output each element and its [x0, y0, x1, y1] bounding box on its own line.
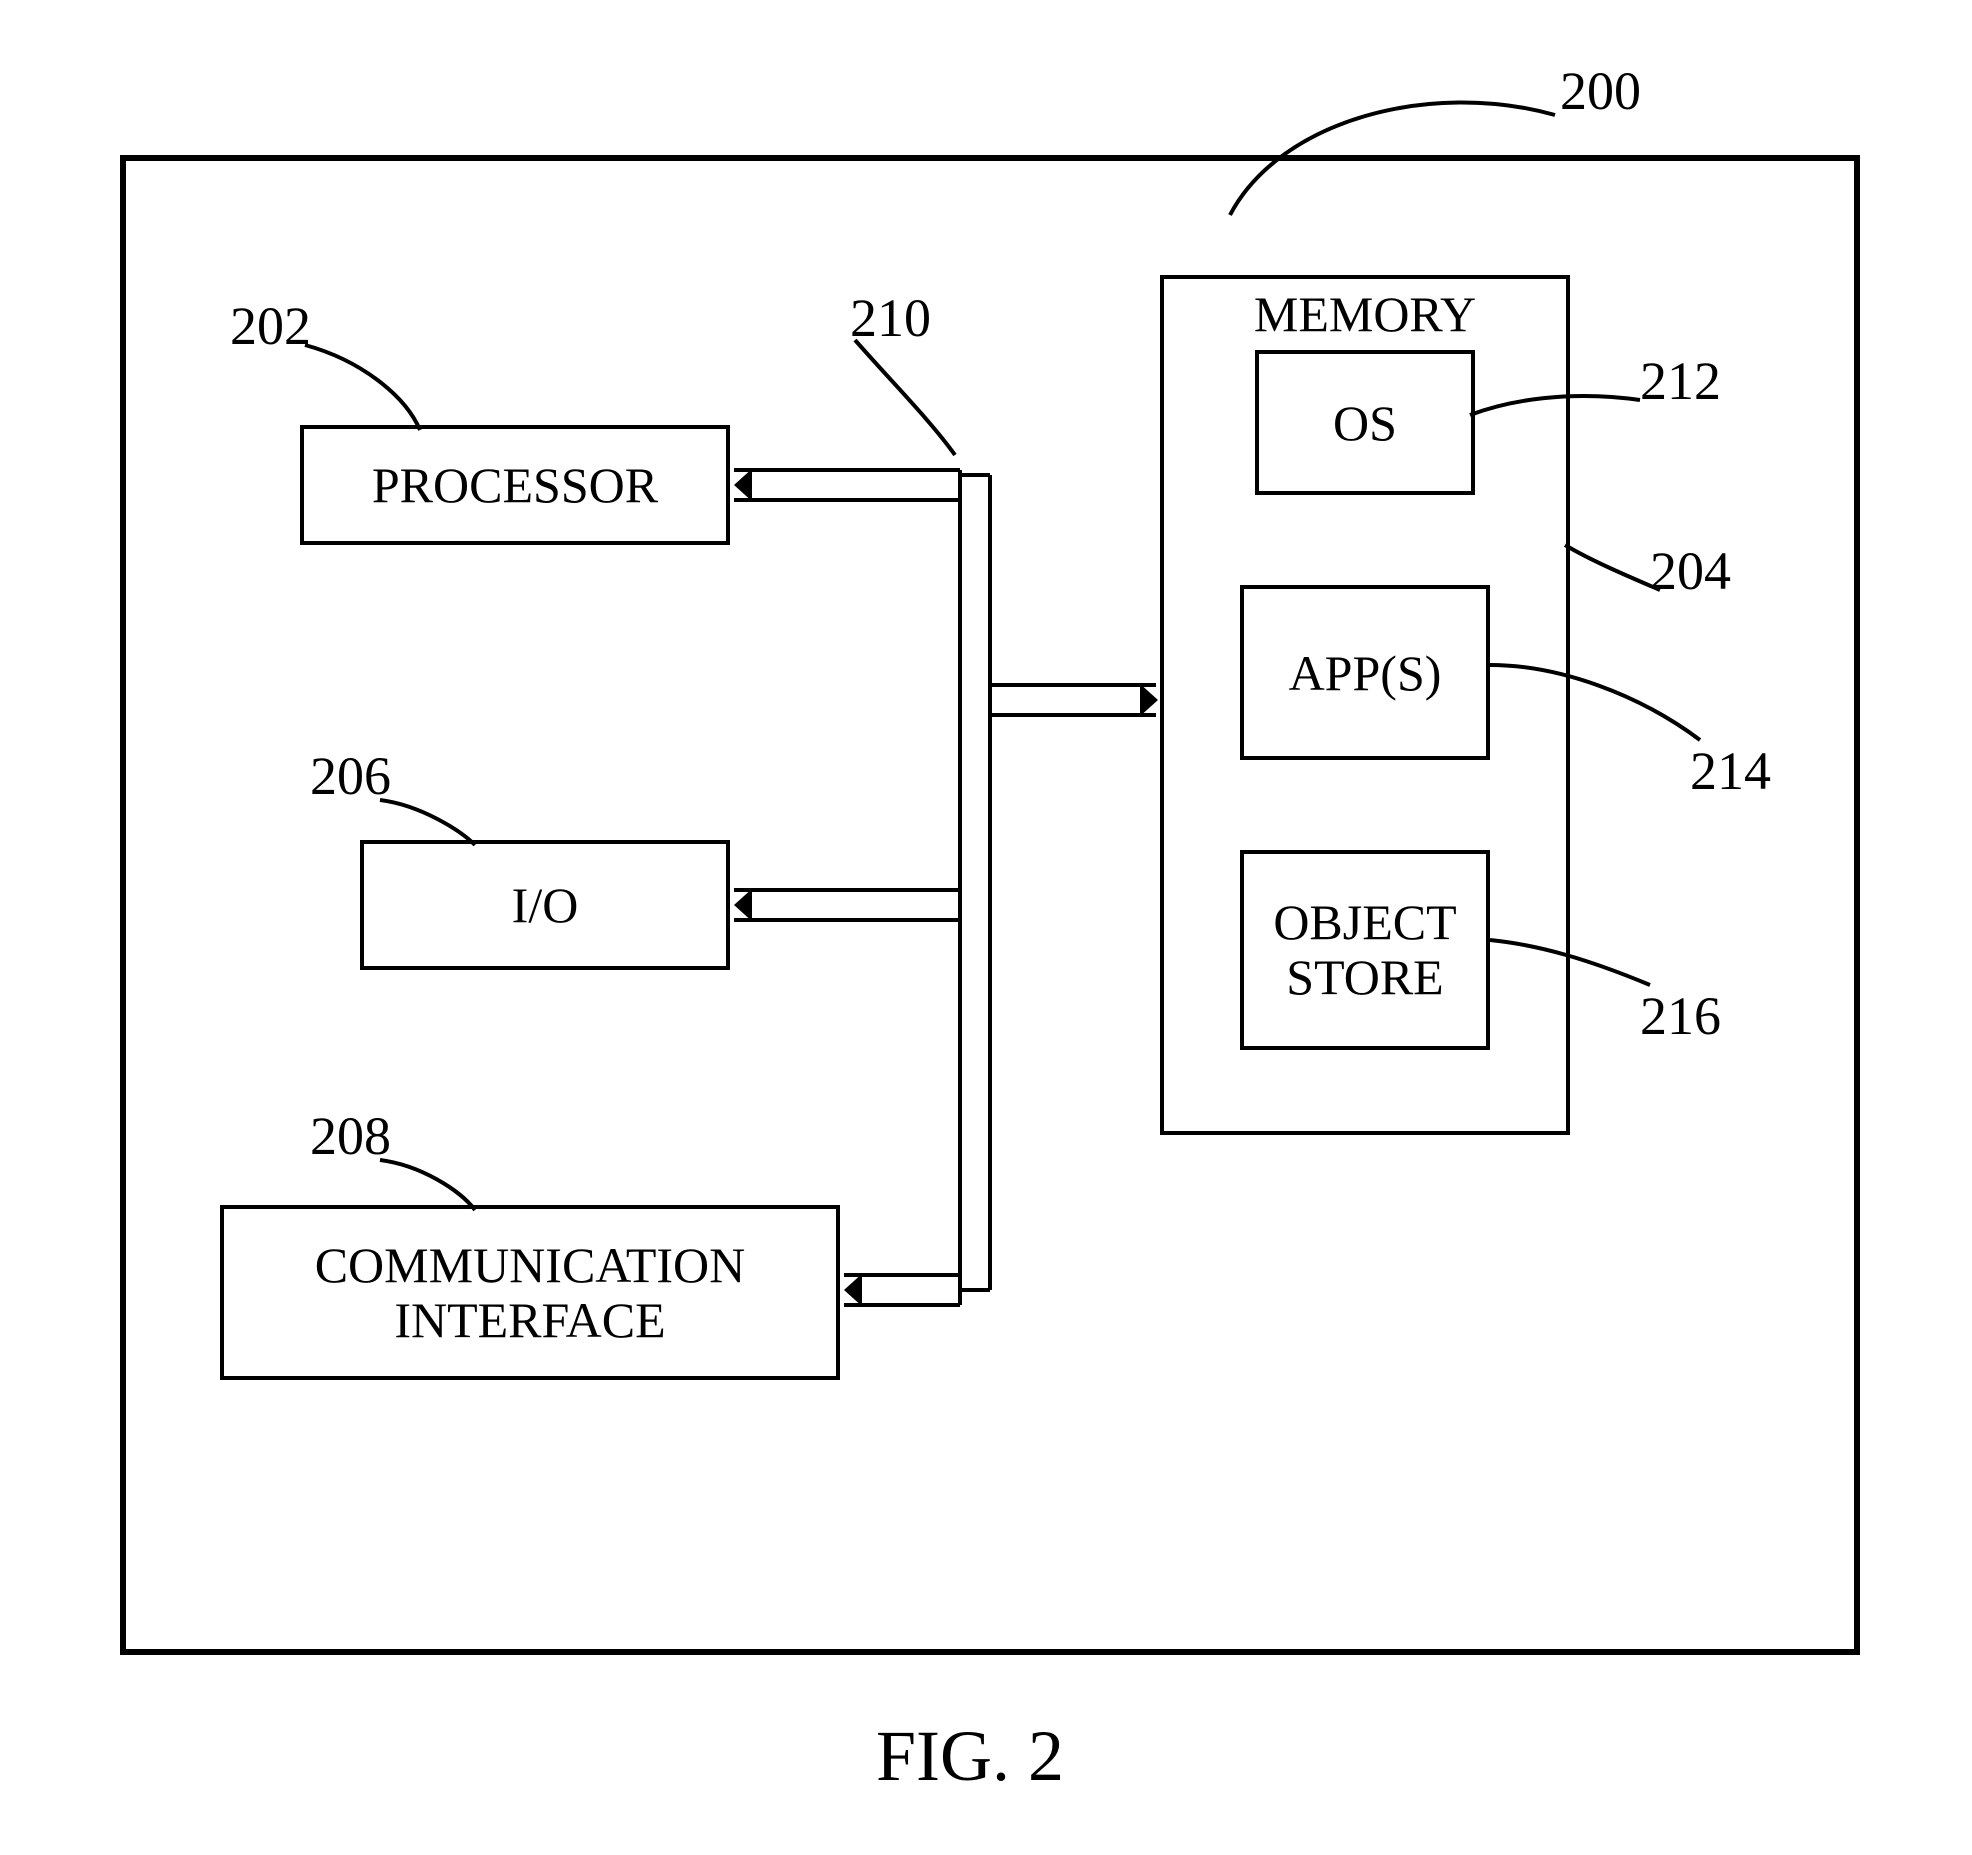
- store-label: OBJECTSTORE: [1273, 895, 1456, 1005]
- ref-202: 202: [230, 295, 311, 357]
- apps-label: APP(S): [1289, 644, 1442, 702]
- processor-box: PROCESSOR: [300, 425, 730, 545]
- ref-210: 210: [850, 287, 931, 349]
- processor-label: PROCESSOR: [372, 456, 658, 514]
- io-box: I/O: [360, 840, 730, 970]
- os-box: OS: [1255, 350, 1475, 495]
- comm-box: COMMUNICATIONINTERFACE: [220, 1205, 840, 1380]
- apps-box: APP(S): [1240, 585, 1490, 760]
- ref-208: 208: [310, 1105, 391, 1167]
- ref-214: 214: [1690, 740, 1771, 802]
- io-label: I/O: [512, 876, 579, 934]
- store-box: OBJECTSTORE: [1240, 850, 1490, 1050]
- ref-206: 206: [310, 745, 391, 807]
- comm-label: COMMUNICATIONINTERFACE: [315, 1238, 746, 1348]
- figure-caption: FIG. 2: [876, 1715, 1064, 1798]
- ref-200: 200: [1560, 60, 1641, 122]
- ref-212: 212: [1640, 350, 1721, 412]
- figure-stage: MEMORY OS APP(S) OBJECTSTORE PROCESSOR I…: [0, 0, 1972, 1855]
- ref-204: 204: [1650, 540, 1731, 602]
- ref-216: 216: [1640, 985, 1721, 1047]
- os-label: OS: [1333, 394, 1397, 452]
- memory-title: MEMORY: [1164, 285, 1566, 343]
